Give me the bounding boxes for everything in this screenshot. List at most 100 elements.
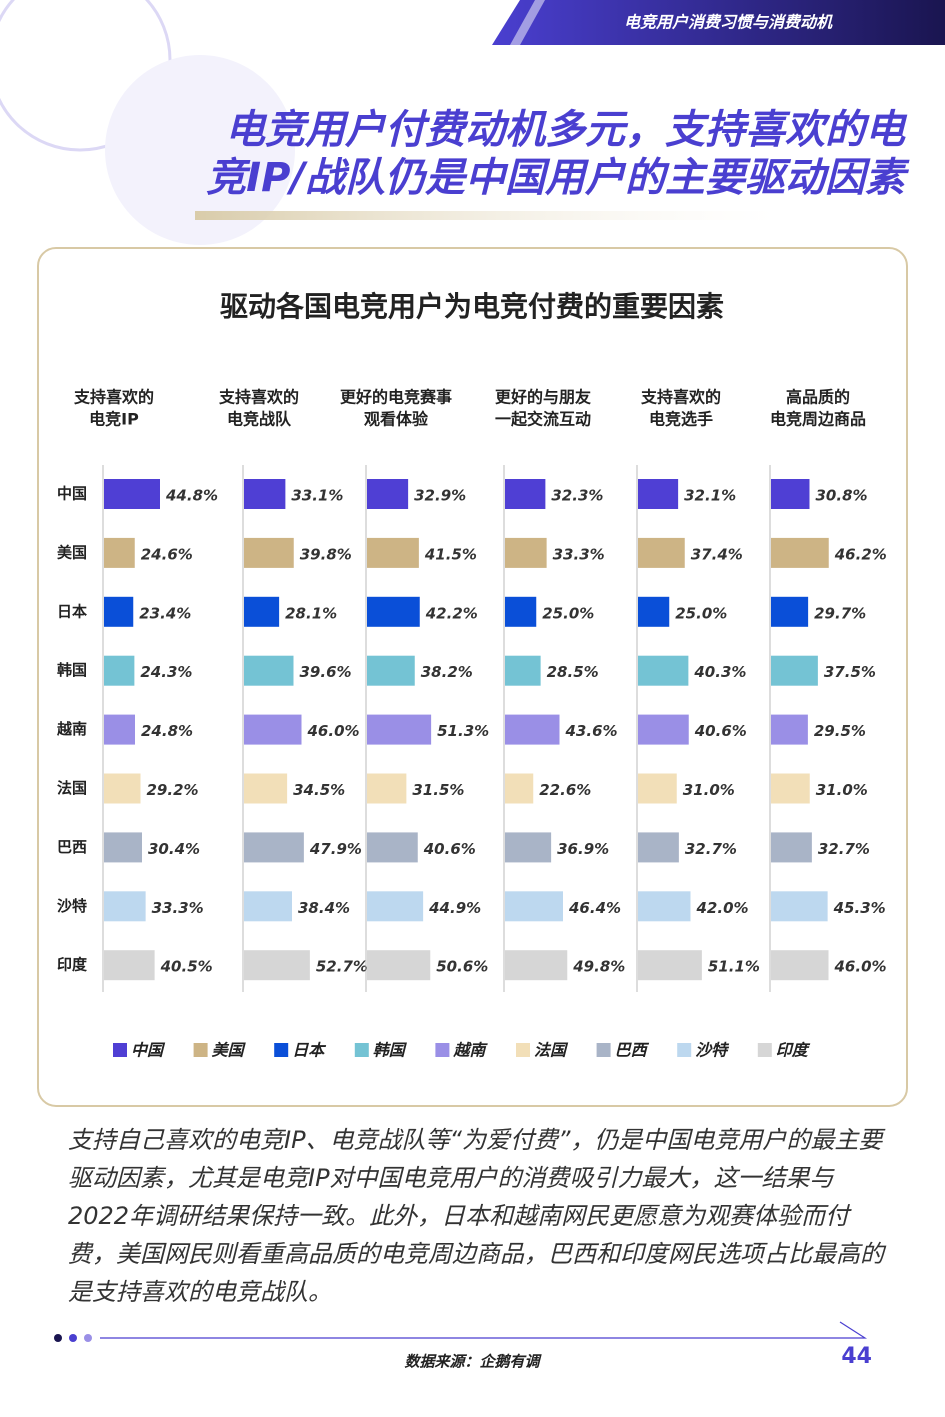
footer-line — [100, 1321, 868, 1339]
panel-title: 更好的电竞赛事 — [340, 388, 452, 407]
value-label: 32.7% — [685, 840, 737, 858]
header-section: 电竞用户消费习惯与消费动机 — [624, 13, 833, 32]
value-label: 51.1% — [708, 958, 760, 976]
value-label: 32.7% — [818, 840, 870, 858]
footer-dot — [84, 1334, 92, 1342]
row-label: 美国 — [57, 543, 87, 561]
chart-title: 驱动各国电竞用户为电竞付费的重要因素 — [220, 290, 724, 323]
bar — [104, 537, 135, 568]
page-number: 44 — [841, 1344, 872, 1369]
bar — [367, 479, 409, 509]
value-label: 38.4% — [298, 899, 350, 917]
value-label: 44.8% — [165, 487, 218, 505]
row-label: 日本 — [57, 602, 87, 620]
bar — [638, 773, 677, 804]
value-label: 34.5% — [293, 781, 345, 799]
bar — [367, 596, 420, 627]
value-label: 44.9% — [428, 899, 481, 917]
bar — [244, 950, 310, 981]
legend-label: 巴西 — [615, 1041, 650, 1060]
panel-title: 观看体验 — [364, 410, 429, 429]
value-label: 46.0% — [834, 958, 887, 976]
value-label: 29.2% — [147, 781, 199, 799]
page-title: 电竞用户付费动机多元，支持喜欢的电 — [225, 107, 908, 153]
bar — [505, 655, 541, 686]
bar — [771, 714, 808, 745]
row-label: 韩国 — [57, 661, 87, 679]
title-underline — [195, 211, 775, 220]
legend-label: 印度 — [776, 1041, 811, 1060]
value-label: 39.8% — [300, 545, 352, 563]
value-label: 31.0% — [683, 781, 735, 799]
bar — [367, 891, 424, 922]
legend-swatch — [596, 1043, 611, 1057]
legend-swatch — [354, 1043, 369, 1057]
bar — [104, 832, 142, 863]
bar — [104, 714, 135, 745]
bar — [638, 891, 691, 922]
bar — [244, 832, 304, 863]
value-label: 43.6% — [565, 722, 618, 740]
header-stripe — [510, 0, 545, 45]
bar — [505, 596, 537, 627]
bar — [771, 537, 829, 568]
value-label: 45.3% — [833, 899, 886, 917]
panel-title: 电竞周边商品 — [770, 410, 866, 429]
bar — [104, 773, 141, 804]
bar — [638, 537, 685, 568]
legend-swatch — [516, 1043, 530, 1057]
panel-title: 更好的与朋友 — [495, 388, 592, 407]
value-label: 29.7% — [814, 604, 866, 622]
value-label: 40.6% — [694, 722, 747, 740]
row-label: 越南 — [56, 720, 87, 738]
legend-swatch — [113, 1043, 127, 1057]
value-label: 24.8% — [141, 722, 193, 740]
value-label: 49.8% — [572, 958, 625, 976]
value-label: 42.2% — [425, 604, 478, 622]
bar — [505, 479, 546, 509]
value-label: 33.3% — [152, 899, 204, 917]
value-label: 40.6% — [423, 840, 476, 858]
bar — [771, 891, 828, 922]
value-label: 46.2% — [834, 545, 887, 563]
value-label: 22.6% — [539, 781, 591, 799]
value-label: 30.4% — [148, 840, 200, 858]
value-label: 23.4% — [139, 604, 191, 622]
value-label: 25.0% — [542, 604, 594, 622]
header-band — [492, 0, 945, 45]
bar — [638, 596, 670, 627]
legend-label: 法国 — [534, 1041, 569, 1060]
value-label: 47.9% — [309, 840, 362, 858]
bar — [367, 950, 431, 981]
bar — [104, 596, 134, 627]
value-label: 30.8% — [816, 487, 868, 505]
value-label: 24.3% — [140, 663, 192, 681]
value-label: 52.7% — [316, 958, 368, 976]
source: 数据来源：企鹅有调 — [404, 1353, 542, 1371]
value-label: 46.4% — [568, 899, 621, 917]
decor-circle — [105, 55, 295, 245]
legend-swatch — [435, 1043, 450, 1057]
legend-label: 美国 — [212, 1041, 247, 1060]
value-label: 37.5% — [824, 663, 876, 681]
value-label: 51.3% — [437, 722, 489, 740]
legend-label: 越南 — [452, 1041, 488, 1060]
bar — [505, 537, 547, 568]
bar — [367, 537, 419, 568]
value-label: 36.9% — [557, 840, 609, 858]
bar — [505, 950, 568, 981]
value-label: 29.5% — [814, 722, 866, 740]
value-label: 32.9% — [414, 487, 466, 505]
panel-title: 支持喜欢的 — [73, 388, 154, 407]
bar — [638, 714, 689, 745]
value-label: 33.3% — [553, 545, 605, 563]
bar — [367, 655, 415, 686]
bar — [505, 832, 552, 863]
legend-label: 韩国 — [373, 1041, 408, 1060]
bar — [771, 479, 810, 509]
panel-title: 电竞选手 — [649, 410, 713, 429]
bar — [244, 537, 294, 568]
panel-title: 支持喜欢的 — [640, 388, 721, 407]
